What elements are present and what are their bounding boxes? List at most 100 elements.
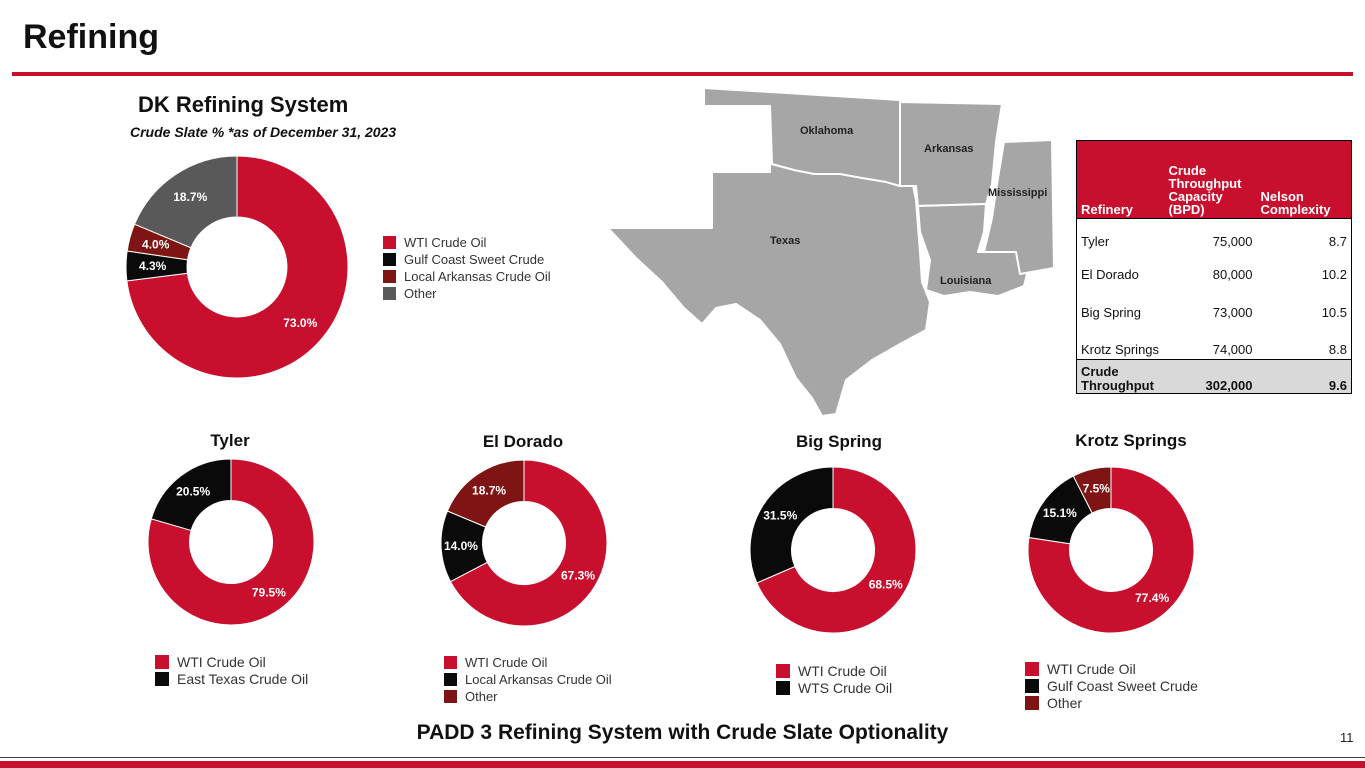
donut-slice xyxy=(749,466,834,584)
footer-bar xyxy=(0,761,1365,768)
cell-refinery: Krotz Springs xyxy=(1081,342,1160,357)
cell-capacity: 74,000 xyxy=(1212,342,1253,357)
header-capacity: Crude Throughput Capacity (BPD) xyxy=(1164,140,1257,219)
map-label-oklahoma: Oklahoma xyxy=(800,125,854,137)
slice-data-label: 67.3% xyxy=(561,569,595,583)
legend-entry: East Texas Crude Oil xyxy=(155,670,308,687)
legend-entry: WTI Crude Oil xyxy=(776,662,892,679)
legend-label: WTI Crude Oil xyxy=(798,662,887,679)
krotz-springs-chart-title: Krotz Springs xyxy=(1075,431,1187,450)
map-label-mississippi: Mississippi xyxy=(988,187,1047,199)
slice-data-label: 18.7% xyxy=(472,483,506,497)
donut-slice xyxy=(150,458,232,532)
map-label-texas: Texas xyxy=(770,235,800,247)
tyler-chart-title: Tyler xyxy=(210,431,250,450)
tyler-legend: WTI Crude Oil East Texas Crude Oil xyxy=(155,653,308,687)
footer-rule xyxy=(0,757,1365,758)
legend-entry: WTI Crude Oil xyxy=(383,234,551,251)
legend-swatch xyxy=(1025,678,1039,693)
legend-label: Local Arkansas Crude Oil xyxy=(404,269,551,284)
slice-data-label: 77.4% xyxy=(1135,591,1169,605)
legend-swatch xyxy=(383,253,396,266)
cell-refinery: El Dorado xyxy=(1081,266,1139,282)
legend-entry: Other xyxy=(1025,694,1198,711)
legend-label: WTI Crude Oil xyxy=(177,653,266,670)
table-header-row: Refinery Crude Throughput Capacity (BPD)… xyxy=(1076,140,1352,219)
donut-slice xyxy=(133,155,238,249)
table-row: Krotz Springs 74,000 8.8 xyxy=(1077,322,1352,360)
cell-capacity: 80,000 xyxy=(1212,266,1253,282)
legend-swatch xyxy=(383,287,396,300)
slice-data-label: 20.5% xyxy=(176,485,210,499)
table-row: El Dorado 80,000 10.2 xyxy=(1077,251,1352,284)
slice-data-label: 15.1% xyxy=(1043,506,1077,520)
donut-slice xyxy=(449,459,608,627)
el-dorado-donut-chart: 67.3% 14.0% 18.7% xyxy=(440,459,608,627)
tyler-donut-chart: 79.5% 20.5% xyxy=(147,458,315,626)
legend-label: East Texas Crude Oil xyxy=(177,670,309,687)
legend-label: Other xyxy=(1047,694,1083,711)
legend-label: Gulf Coast Sweet Crude xyxy=(404,252,545,267)
cell-total-complexity: 9.6 xyxy=(1256,359,1352,394)
map-label-arkansas: Arkansas xyxy=(924,143,974,155)
cell-capacity: 75,000 xyxy=(1164,218,1257,251)
table-row: Tyler 75,000 8.7 xyxy=(1076,218,1352,251)
donut-slice xyxy=(756,466,917,634)
slice-data-label: 14.0% xyxy=(444,539,478,553)
big-spring-legend: WTI Crude Oil WTS Crude Oil xyxy=(776,662,892,696)
footer-tagline: PADD 3 Refining System with Crude Slate … xyxy=(416,721,949,744)
system-donut-chart: 73.0% 4.3% 4.0% 18.7% xyxy=(125,155,349,379)
cell-complexity: 10.2 xyxy=(1321,266,1347,282)
donut-slice xyxy=(1027,466,1195,634)
cell-capacity: 73,000 xyxy=(1212,304,1253,320)
slice-data-label: 18.7% xyxy=(173,190,207,204)
map-label-louisiana: Louisiana xyxy=(940,275,992,287)
header-refinery: Refinery xyxy=(1076,140,1165,219)
legend-entry: Gulf Coast Sweet Crude xyxy=(1025,677,1198,694)
legend-entry: Local Arkansas Crude Oil xyxy=(444,671,612,688)
legend-entry: Gulf Coast Sweet Crude xyxy=(383,251,551,268)
donut-slice xyxy=(126,155,349,379)
title-divider xyxy=(12,72,1353,76)
legend-swatch xyxy=(444,673,457,686)
legend-swatch xyxy=(1025,661,1039,676)
cell-total-capacity: 302,000 xyxy=(1164,359,1257,394)
legend-swatch xyxy=(383,270,396,283)
mississippi-shape xyxy=(983,139,1055,275)
donut-slice xyxy=(446,459,525,528)
slice-data-label: 73.0% xyxy=(283,316,317,330)
legend-label: Local Arkansas Crude Oil xyxy=(465,672,612,687)
slice-data-label: 4.0% xyxy=(142,237,170,251)
legend-entry: Local Arkansas Crude Oil xyxy=(383,268,551,285)
big-spring-chart-title: Big Spring xyxy=(796,432,882,451)
table-row: Big Spring 73,000 10.5 xyxy=(1077,284,1352,322)
legend-entry: WTI Crude Oil xyxy=(155,653,308,670)
refinery-capacity-table: Refinery Crude Throughput Capacity (BPD)… xyxy=(1076,140,1352,394)
legend-entry: WTI Crude Oil xyxy=(1025,660,1198,677)
cell-complexity: 8.7 xyxy=(1256,218,1352,251)
legend-swatch xyxy=(444,656,457,669)
slice-data-label: 4.3% xyxy=(139,259,167,273)
legend-label: WTI Crude Oil xyxy=(404,235,487,250)
slice-data-label: 7.5% xyxy=(1083,482,1111,496)
legend-entry: WTI Crude Oil xyxy=(444,654,612,671)
legend-swatch xyxy=(776,680,790,695)
legend-label: WTI Crude Oil xyxy=(1047,660,1136,677)
legend-swatch xyxy=(776,663,790,678)
el-dorado-legend: WTI Crude Oil Local Arkansas Crude Oil Oth… xyxy=(444,654,612,705)
donut-slice xyxy=(1072,466,1112,514)
table-total-row: Crude Throughput 302,000 9.6 xyxy=(1076,359,1352,394)
cell-refinery: Big Spring xyxy=(1081,304,1141,320)
page-number: 11 xyxy=(1340,730,1354,745)
header-complexity: Nelson Complexity xyxy=(1256,140,1352,219)
slice-data-label: 31.5% xyxy=(763,508,797,522)
legend-entry: WTS Crude Oil xyxy=(776,679,892,696)
donut-slice xyxy=(147,458,315,626)
legend-entry: Other xyxy=(444,688,612,705)
legend-swatch xyxy=(1025,695,1039,710)
system-legend: WTI Crude Oil Gulf Coast Sweet Crude Local… xyxy=(383,234,551,302)
krotz-springs-legend: WTI Crude Oil Gulf Coast Sweet Crude Other xyxy=(1025,660,1198,711)
legend-swatch xyxy=(155,654,169,669)
legend-swatch xyxy=(155,671,169,686)
louisiana-shape xyxy=(917,203,1029,297)
